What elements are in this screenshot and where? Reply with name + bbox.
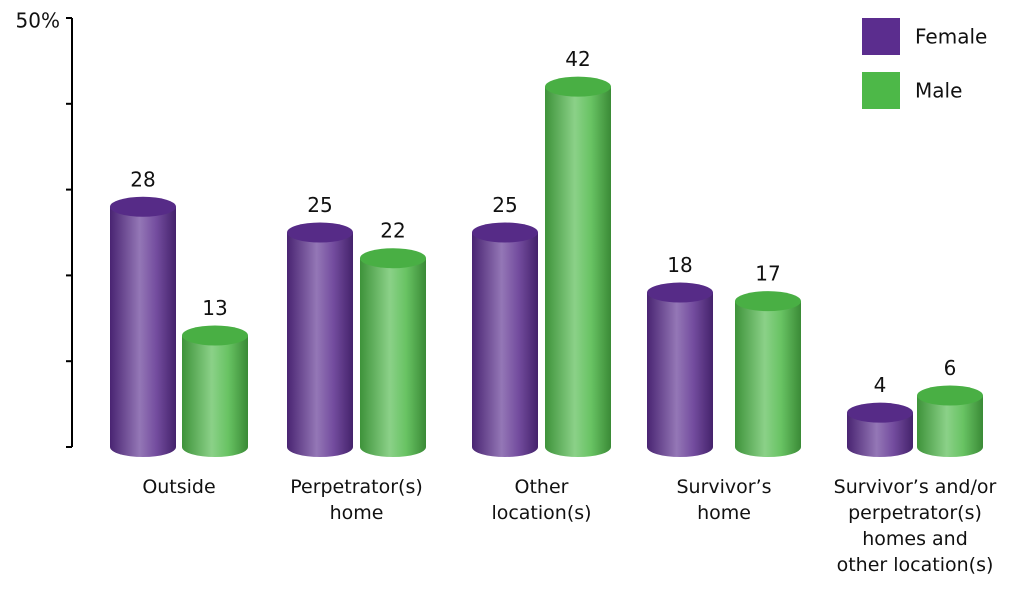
bar-top (472, 222, 538, 243)
bar-body (735, 301, 801, 457)
bar-top (917, 385, 983, 406)
bar-body (647, 292, 713, 457)
bar (917, 385, 983, 457)
bar-body (110, 206, 176, 457)
x-tick-label: Survivor’s and/or perpetrator(s) homes a… (833, 476, 997, 576)
legend-label: Male (915, 79, 962, 103)
bar-body (287, 232, 353, 457)
bar-body (182, 335, 248, 457)
bar (545, 76, 611, 457)
data-label: 6 (944, 356, 957, 380)
bar-top (110, 196, 176, 217)
data-label: 22 (380, 219, 405, 243)
bar-top (287, 222, 353, 243)
bar (287, 222, 353, 457)
y-tick-label: 50% (16, 9, 60, 33)
bar (735, 291, 801, 457)
data-label: 42 (565, 47, 590, 71)
x-tick-label: Perpetrator(s) home (290, 476, 423, 524)
data-label: 25 (307, 193, 332, 217)
bar-top (182, 325, 248, 346)
bar (110, 196, 176, 457)
data-label: 17 (755, 262, 780, 286)
legend-label: Female (915, 25, 987, 49)
legend-swatch (862, 72, 900, 109)
bar-top (545, 76, 611, 97)
bar-top (360, 248, 426, 269)
x-tick-label: Other location(s) (491, 476, 592, 524)
bar-body (545, 86, 611, 457)
bar (182, 325, 248, 457)
bar (847, 402, 913, 457)
data-label: 25 (492, 193, 517, 217)
bar-top (847, 402, 913, 423)
bar-body (917, 395, 983, 457)
bar-body (360, 258, 426, 457)
data-label: 28 (130, 167, 155, 191)
data-label: 13 (202, 296, 227, 320)
bar (360, 248, 426, 457)
x-tick-label: Survivor’s home (676, 476, 772, 524)
bar (472, 222, 538, 457)
bar-top (735, 291, 801, 312)
data-label: 18 (667, 253, 692, 277)
bar-body (472, 232, 538, 457)
bar-top (647, 282, 713, 303)
bar (647, 282, 713, 457)
legend-swatch (862, 18, 900, 55)
bar-body (847, 412, 913, 457)
x-tick-label: Outside (142, 476, 216, 498)
data-label: 4 (874, 373, 887, 397)
